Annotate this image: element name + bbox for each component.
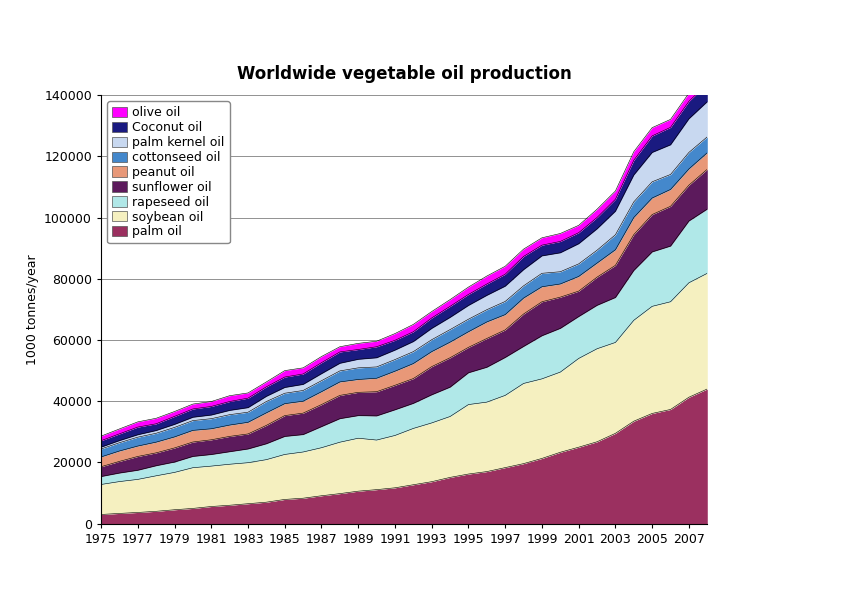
Y-axis label: 1000 tonnes/year: 1000 tonnes/year [25, 254, 39, 365]
Legend: olive oil, Coconut oil, palm kernel oil, cottonseed oil, peanut oil, sunflower o: olive oil, Coconut oil, palm kernel oil,… [107, 102, 230, 243]
Title: Worldwide vegetable oil production: Worldwide vegetable oil production [237, 64, 572, 83]
